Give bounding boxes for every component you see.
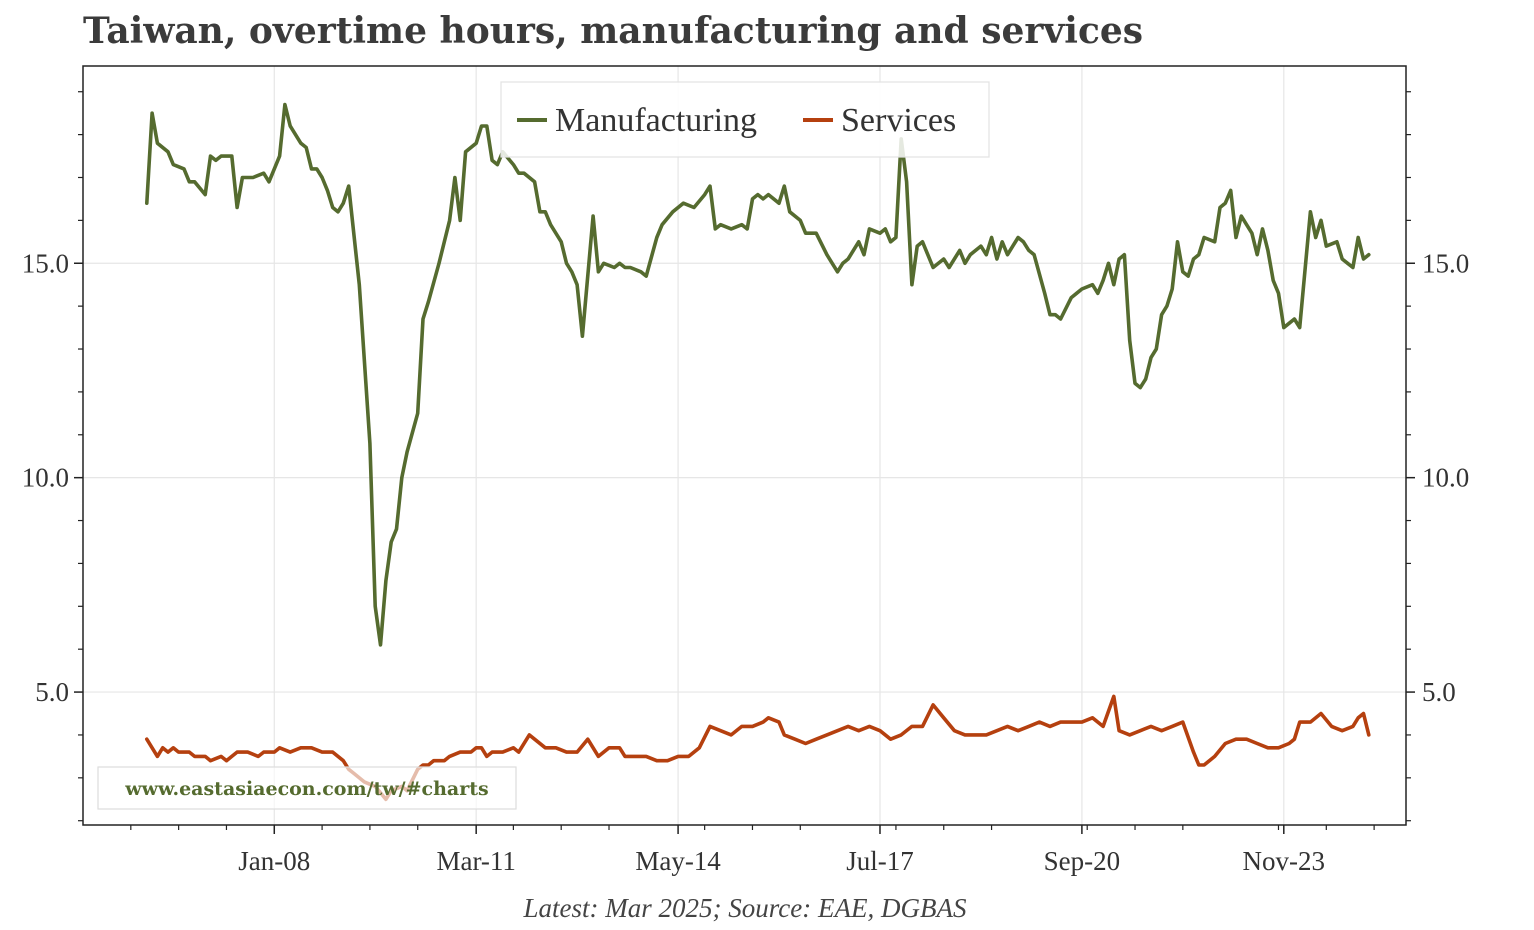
axes: Jan-08 Mar-11 May-14 Jul-17 Sep-20 Nov-23 5.0 5… [22, 65, 1469, 876]
legend-box [500, 81, 990, 158]
series-line-manufacturing [145, 102, 1371, 647]
grid-lines [83, 66, 1406, 825]
y-left-tick-label: 15.0 [22, 248, 69, 278]
watermark-text: www.eastasiaecon.com/tw/#charts [124, 778, 488, 800]
chart-title: Taiwan, overtime hours, manufacturing an… [83, 10, 1144, 52]
watermark: www.eastasiaecon.com/tw/#charts [97, 766, 517, 810]
x-tick-label: Jan-08 [238, 846, 310, 876]
plot-frame [82, 65, 1407, 826]
y-right-tick-label: 10.0 [1422, 463, 1469, 493]
series-lines [145, 102, 1371, 802]
y-left-tick-label: 10.0 [22, 463, 69, 493]
watermark-box [97, 766, 517, 810]
source-note: Latest: Mar 2025; Source: EAE, DGBAS [523, 893, 967, 923]
legend-label: Services [841, 102, 956, 139]
y-right-tick-label: 5.0 [1422, 677, 1456, 707]
legend: Manufacturing Services [500, 81, 990, 158]
legend-label: Manufacturing [555, 102, 757, 139]
y-left-tick-label: 5.0 [35, 677, 69, 707]
x-tick-label: Jul-17 [846, 846, 914, 876]
series-line-services [145, 694, 1371, 802]
x-tick-label: May-14 [635, 846, 721, 876]
x-tick-label: Sep-20 [1044, 846, 1121, 876]
x-tick-label: Nov-23 [1243, 846, 1326, 876]
x-tick-label: Mar-11 [436, 846, 515, 876]
y-right-tick-label: 15.0 [1422, 248, 1469, 278]
